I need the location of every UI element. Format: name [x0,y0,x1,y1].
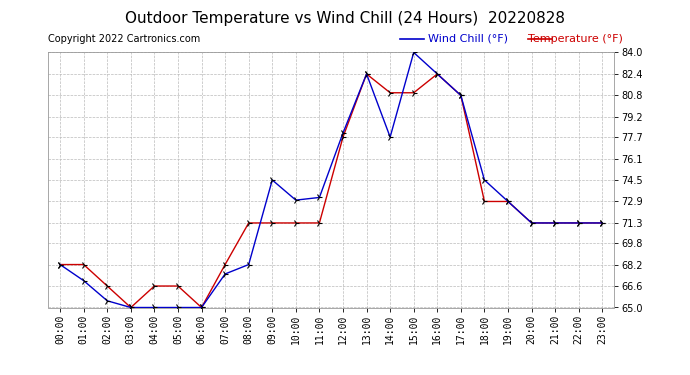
Text: Wind Chill (°F): Wind Chill (°F) [428,34,508,44]
Text: Copyright 2022 Cartronics.com: Copyright 2022 Cartronics.com [48,34,201,44]
Text: Temperature (°F): Temperature (°F) [528,34,623,44]
Text: Outdoor Temperature vs Wind Chill (24 Hours)  20220828: Outdoor Temperature vs Wind Chill (24 Ho… [125,11,565,26]
